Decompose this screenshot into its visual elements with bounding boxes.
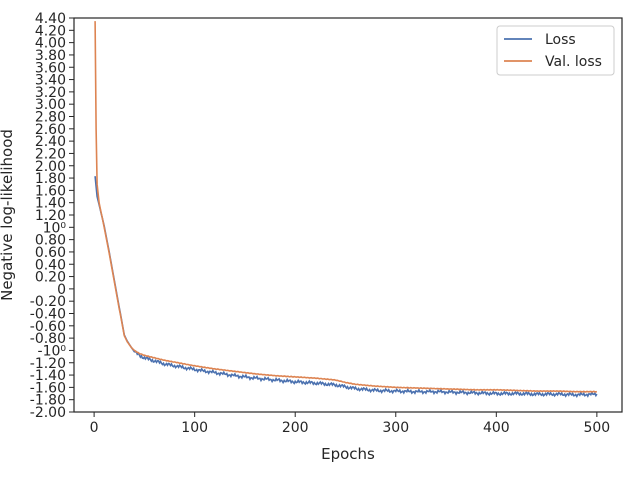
- y-tick-label: -1.20: [30, 356, 66, 372]
- y-tick-label: -10⁰: [38, 343, 67, 359]
- y-tick-label: 1.20: [35, 208, 66, 224]
- y-tick-label: -0.40: [30, 307, 66, 323]
- legend-label: Loss: [545, 32, 576, 48]
- legend-label: Val. loss: [545, 54, 602, 70]
- x-tick-label: 500: [583, 420, 610, 436]
- y-tick-label: 2.00: [35, 159, 66, 175]
- y-axis-label: Negative log-likelihood: [0, 129, 16, 301]
- y-tick-label: 1.40: [35, 196, 66, 212]
- x-axis-label: Epochs: [321, 445, 375, 463]
- y-tick-label: 2.40: [35, 134, 66, 150]
- plot-marks: [94, 21, 598, 399]
- y-tick-label: 3.00: [35, 97, 66, 113]
- series-line-val-loss: [94, 21, 597, 393]
- axes: 0 100 200 300 400 500 4.404.204.003.803.603.40…: [30, 11, 623, 436]
- y-tick-label: 4.40: [35, 11, 66, 27]
- y-tick-label: 3.80: [35, 48, 66, 64]
- y-tick-label: 10⁰: [43, 220, 67, 236]
- y-tick-label: -2.00: [30, 405, 66, 421]
- y-tick-label: 3.60: [35, 60, 66, 76]
- y-tick-label: 0.60: [35, 245, 66, 261]
- y-tick-label: 0.40: [35, 257, 66, 273]
- y-tick-label: 1.80: [35, 171, 66, 187]
- y-tick-label: 4.00: [35, 36, 66, 52]
- y-tick-label: -0.20: [30, 294, 66, 310]
- x-tick-label: 0: [90, 420, 99, 436]
- plot-frame: [73, 17, 623, 413]
- y-tick-label: 0.80: [35, 233, 66, 249]
- x-tick-label: 200: [282, 420, 309, 436]
- y-tick-label: 1.60: [35, 183, 66, 199]
- legend: Loss Val. loss: [496, 25, 615, 76]
- y-tick-label: -1.60: [30, 380, 66, 396]
- y-tick-label: 0.20: [35, 270, 66, 286]
- y-tick-label: 2.80: [35, 110, 66, 126]
- y-tick-label: 3.20: [35, 85, 66, 101]
- y-tick-label: -1.80: [30, 393, 66, 409]
- y-tick-label: -1.40: [30, 368, 66, 384]
- y-tick-label: 2.20: [35, 146, 66, 162]
- y-tick-label: 4.20: [35, 23, 66, 39]
- y-tick-label: 0: [57, 282, 66, 298]
- y-tick-label: -0.60: [30, 319, 66, 335]
- x-tick-label: 400: [483, 420, 510, 436]
- y-tick-label: 3.40: [35, 73, 66, 89]
- x-tick-label: 300: [382, 420, 409, 436]
- y-tick-label: -0.80: [30, 331, 66, 347]
- x-tick-label: 100: [181, 420, 208, 436]
- y-tick-label: 2.60: [35, 122, 66, 138]
- series-line-loss: [94, 176, 598, 399]
